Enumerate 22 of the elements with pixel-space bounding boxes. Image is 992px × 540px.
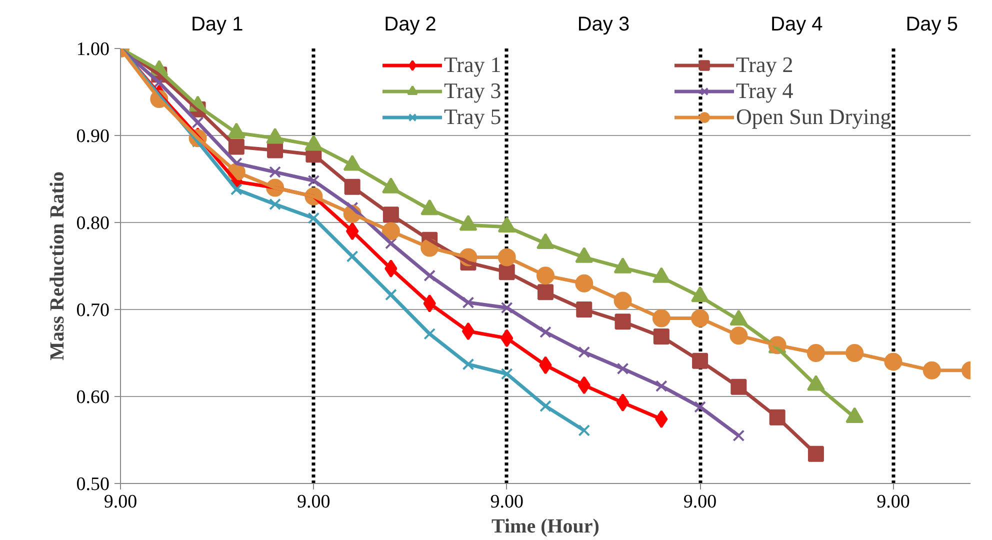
legend-label: Open Sun Drying — [736, 104, 892, 130]
text: Day 5 — [906, 14, 958, 36]
x-tick-label: 9.00 — [490, 492, 524, 512]
legend-label: Tray 1 — [444, 52, 502, 78]
y-tick-label: 0.90 — [76, 126, 110, 147]
x-tick-label: 9.00 — [876, 492, 910, 512]
text: Day 4 — [770, 14, 823, 36]
legend-label: Tray 3 — [444, 78, 502, 104]
text: Day 1 — [190, 14, 244, 36]
legend-label: Tray 5 — [444, 104, 502, 130]
text: Day 2 — [384, 14, 436, 36]
x-axis-title: Time (Hour) — [492, 516, 600, 538]
x-tick-label: 9.00 — [683, 492, 717, 512]
y-tick-label: 0.80 — [76, 213, 110, 234]
legend-label: Tray 4 — [736, 78, 794, 104]
y-tick-label: 1.00 — [76, 39, 110, 60]
y-axis-title: Mass Reduction Ratio — [46, 172, 68, 360]
y-tick-label: 0.60 — [76, 387, 110, 408]
y-tick-label: 0.70 — [76, 300, 110, 321]
legend-label: Tray 2 — [736, 52, 794, 78]
x-tick-label: 9.00 — [297, 492, 330, 512]
text: Day 3 — [577, 14, 630, 36]
